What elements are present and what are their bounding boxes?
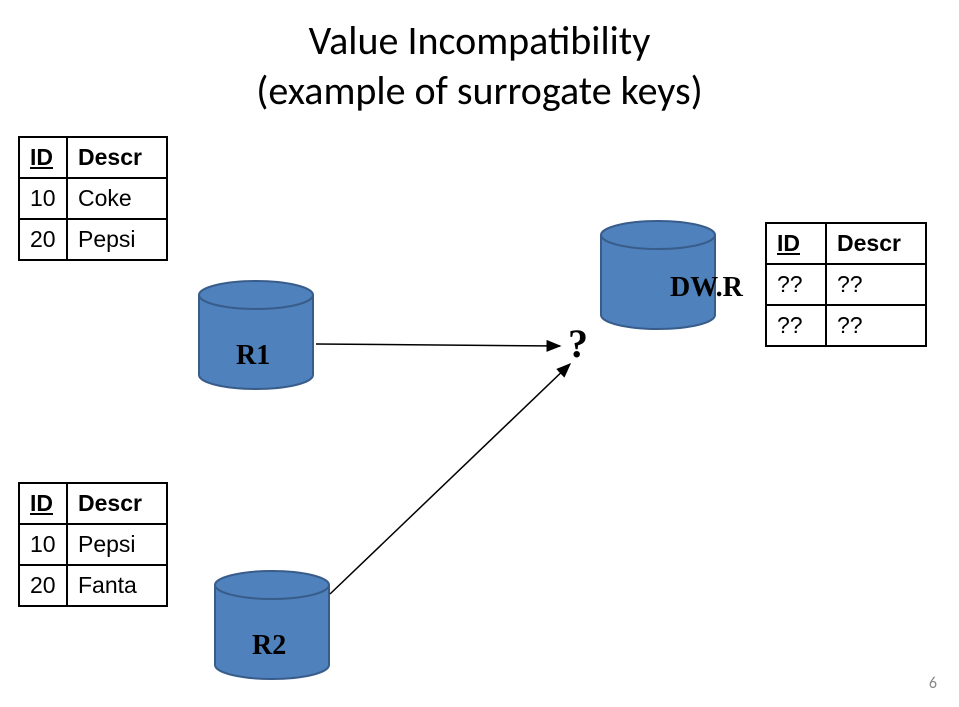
arrows [0, 0, 959, 707]
page-number: 6 [929, 674, 937, 693]
arrow-line [316, 344, 560, 346]
arrow-line [330, 364, 570, 594]
